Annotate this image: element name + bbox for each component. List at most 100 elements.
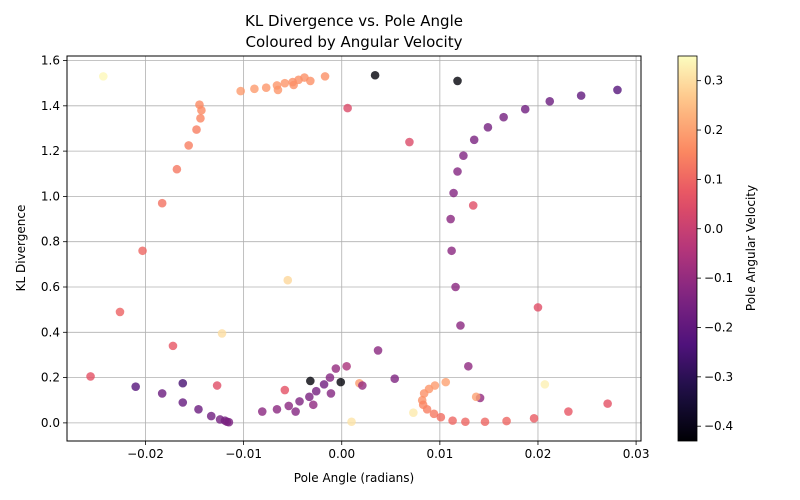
data-point-59 — [257, 407, 267, 416]
colorbar-tick-label-2: −0.2 — [704, 320, 733, 334]
data-point-44 — [283, 275, 293, 285]
data-point-47 — [533, 303, 543, 312]
data-point-30 — [545, 96, 555, 106]
data-point-34 — [469, 135, 479, 145]
data-point-88 — [436, 412, 446, 422]
data-point-58 — [212, 381, 222, 390]
data-point-87 — [429, 409, 439, 419]
y-axis-label: KL Divergence — [14, 205, 28, 292]
data-point-50 — [178, 378, 188, 388]
data-point-89 — [441, 377, 451, 387]
colorbar-label: Pole Angular Velocity — [744, 185, 758, 311]
data-point-73 — [336, 377, 346, 387]
data-point-24 — [453, 76, 462, 86]
data-point-9 — [115, 307, 125, 317]
data-point-57 — [224, 417, 234, 427]
colorbar-tick-label-5: 0.1 — [704, 172, 723, 186]
colorbar-ticks: −0.4 −0.3 −0.2 −0.1 0.0 0.1 0.2 0.3 — [697, 74, 733, 433]
x-tick-label-2: 0.00 — [328, 447, 355, 461]
data-point-36 — [453, 167, 462, 176]
data-point-3 — [196, 113, 205, 123]
data-point-91 — [461, 417, 470, 427]
data-point-72 — [306, 376, 315, 386]
data-point-80 — [409, 408, 418, 417]
data-point-79 — [347, 417, 356, 427]
x-tick-label-5: 0.03 — [623, 447, 650, 461]
data-point-16 — [280, 78, 290, 88]
data-point-93 — [480, 417, 490, 427]
data-point-51 — [178, 398, 188, 407]
data-point-86 — [430, 381, 440, 390]
data-point-90 — [448, 416, 457, 425]
data-point-67 — [311, 386, 321, 396]
chart-title: KL Divergence vs. Pole Angle Coloured by… — [245, 12, 463, 51]
data-point-27 — [468, 201, 478, 210]
colorbar-tick-label-3: −0.1 — [704, 271, 733, 285]
data-point-96 — [540, 380, 550, 389]
colorbar — [677, 55, 698, 442]
data-point-95 — [529, 414, 539, 423]
data-point-60 — [272, 404, 282, 414]
data-point-65 — [305, 392, 314, 402]
data-point-61 — [280, 385, 290, 395]
data-point-2 — [197, 106, 206, 115]
data-point-84 — [418, 400, 428, 410]
data-point-49 — [157, 389, 167, 398]
y-tick-label-7: 1.4 — [41, 99, 60, 113]
data-point-76 — [358, 381, 367, 390]
y-tick-label-6: 1.2 — [41, 144, 60, 158]
data-point-69 — [325, 373, 335, 382]
y-axis-ticks: 0.0 0.2 0.4 0.6 0.8 1.0 1.2 1.4 1.6 — [41, 54, 67, 430]
data-point-33 — [483, 123, 493, 132]
data-point-26 — [405, 137, 414, 147]
data-point-45 — [217, 329, 227, 338]
y-tick-label-2: 0.4 — [41, 325, 60, 339]
data-point-32 — [499, 112, 508, 122]
data-point-71 — [331, 364, 341, 373]
data-point-46 — [168, 341, 178, 351]
data-point-66 — [308, 400, 318, 410]
data-point-28 — [613, 85, 622, 95]
data-point-48 — [131, 382, 140, 391]
y-tick-label-0: 0.0 — [41, 416, 60, 430]
plot-frame — [66, 55, 642, 442]
data-point-94 — [502, 416, 511, 426]
data-point-0 — [99, 72, 108, 81]
colorbar-tick-label-1: −0.3 — [704, 370, 733, 384]
data-point-6 — [172, 164, 182, 174]
y-tick-label-5: 1.0 — [41, 189, 60, 203]
data-point-40 — [451, 282, 460, 292]
data-point-8 — [138, 246, 147, 256]
data-point-74 — [342, 361, 351, 371]
data-point-4 — [192, 125, 201, 134]
title-line-2: Coloured by Angular Velocity — [246, 33, 463, 51]
data-point-63 — [291, 407, 300, 416]
data-point-31 — [520, 104, 530, 114]
y-tick-label-8: 1.6 — [41, 54, 60, 68]
y-tick-label-4: 0.8 — [41, 235, 60, 249]
data-point-62 — [284, 401, 294, 411]
x-axis-label: Pole Angle (radians) — [294, 471, 414, 485]
data-point-22 — [320, 72, 330, 81]
data-point-41 — [456, 321, 465, 330]
x-tick-label-1: −0.01 — [225, 447, 262, 461]
data-point-35 — [459, 151, 468, 160]
data-point-7 — [157, 198, 167, 208]
data-point-5 — [184, 141, 193, 150]
data-point-11 — [236, 86, 245, 96]
data-point-10 — [86, 372, 95, 381]
data-point-53 — [206, 411, 216, 421]
data-point-70 — [326, 389, 336, 398]
colorbar-gradient — [678, 56, 697, 441]
colorbar-tick-label-4: 0.0 — [704, 222, 723, 236]
scatter-points — [86, 70, 622, 427]
data-point-98 — [603, 399, 612, 408]
data-point-37 — [449, 188, 458, 198]
colorbar-tick-label-6: 0.2 — [704, 123, 723, 137]
data-point-13 — [261, 83, 271, 93]
data-point-77 — [373, 346, 383, 355]
title-line-1: KL Divergence vs. Pole Angle — [245, 12, 463, 30]
y-tick-label-3: 0.6 — [41, 280, 60, 294]
x-tick-label-4: 0.02 — [525, 447, 552, 461]
